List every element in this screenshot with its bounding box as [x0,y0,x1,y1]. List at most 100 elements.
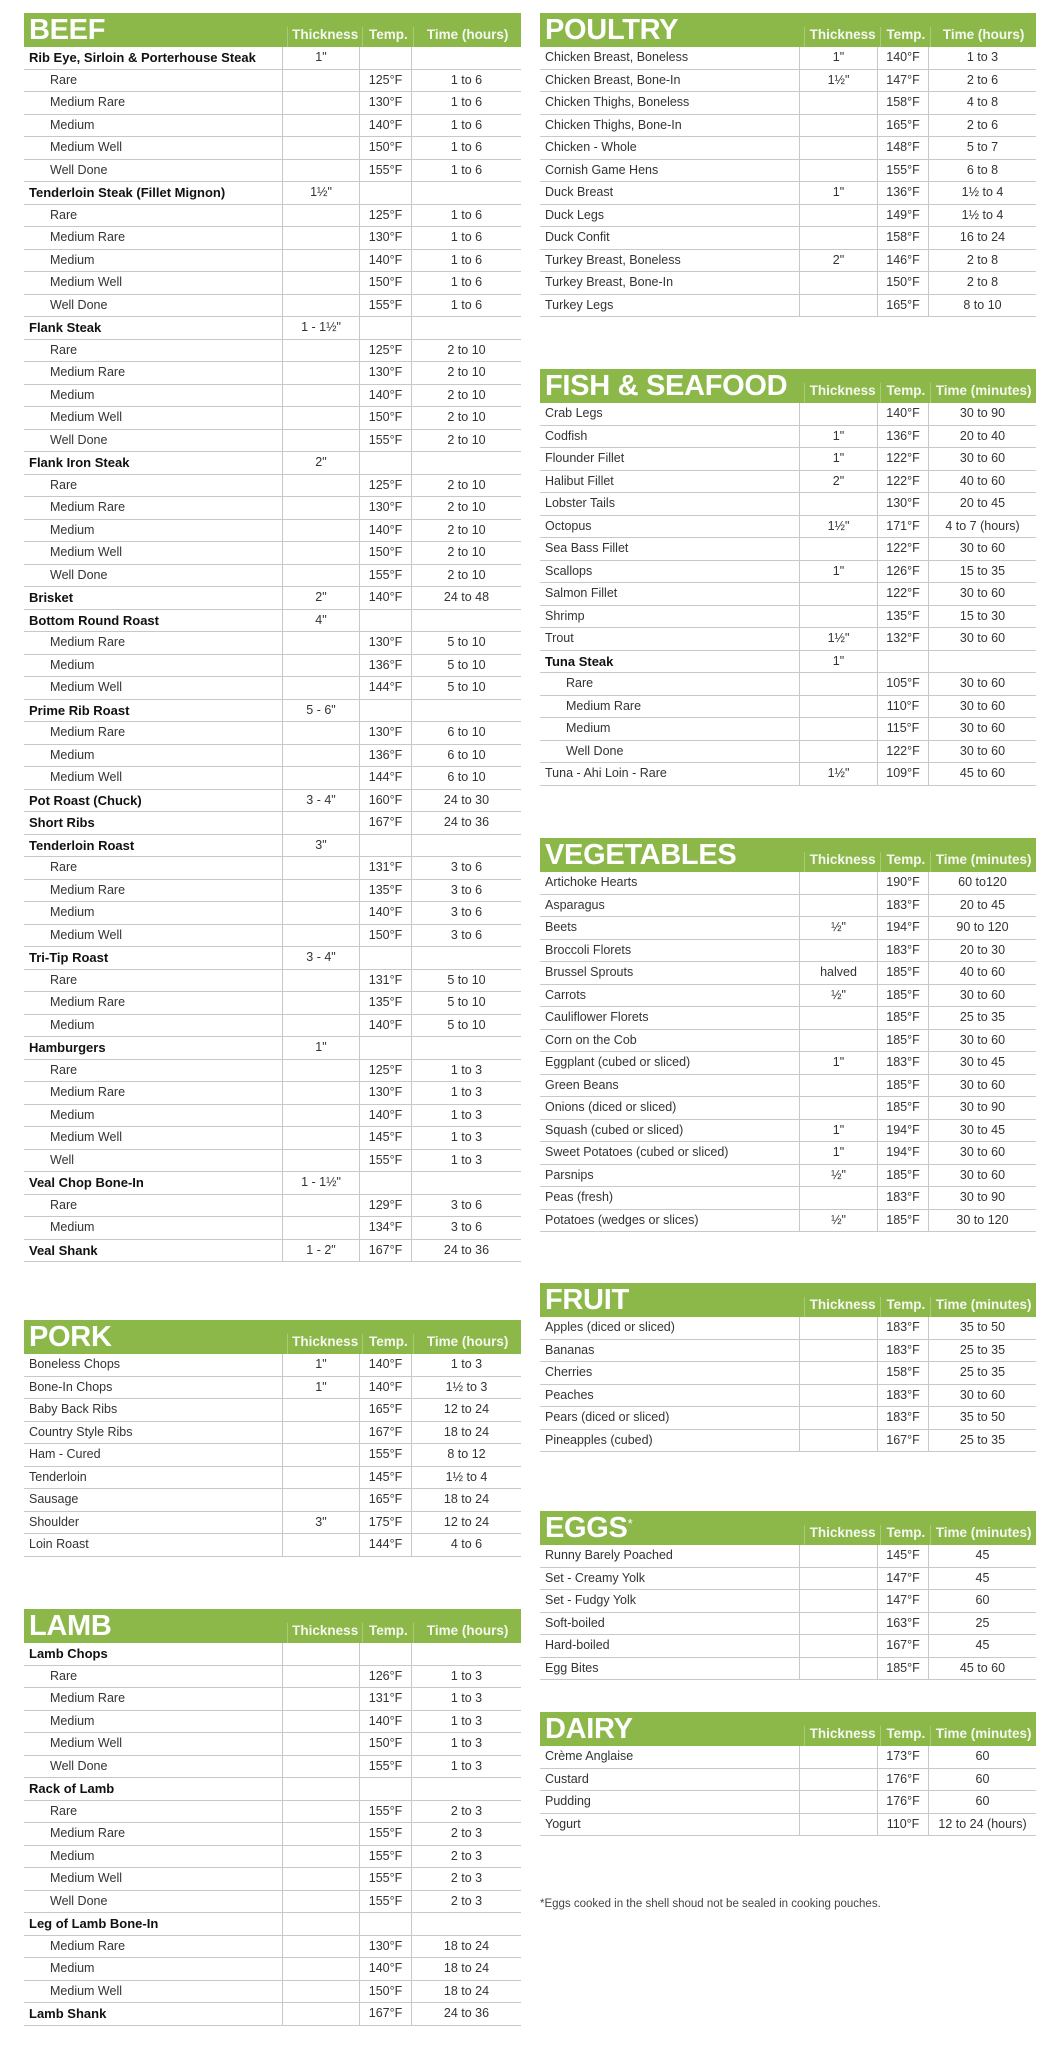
section-title-text: POULTRY [545,14,679,46]
time-cell: 18 to 24 [411,1421,521,1443]
food-name: Medium Well [50,1983,123,1998]
temp-header: Temp. [880,852,930,872]
table-row: Boneless Chops 1" 140°F 1 to 3 [24,1354,521,1377]
table-row: Medium 136°F 5 to 10 [24,654,521,677]
table-row: Well Done 155°F 1 to 6 [24,159,521,182]
thickness-cell: 1" [799,448,877,470]
table-row: Artichoke Hearts 190°F 60 to120 [540,872,1036,895]
thickness-cell [282,92,359,114]
thickness-cell [282,519,359,541]
time-cell: 1 to 3 [411,1733,521,1755]
food-name: Medium [50,1713,95,1728]
food-name: Medium Rare [566,698,642,713]
section-title: POULTRY [540,13,804,47]
food-name: Medium Rare [50,725,126,739]
thickness-cell [799,1029,877,1051]
thickness-cell [282,429,359,451]
temp-cell: 194°F [877,1142,928,1164]
thickness-header: Thickness [287,27,362,47]
thickness-cell [799,137,877,159]
food-name: Asparagus [545,897,605,912]
table-row: Trout 1½" 132°F 30 to 60 [540,628,1036,651]
temp-cell: 131°F [359,857,411,879]
temp-cell: 140°F [359,1710,411,1732]
food-name: Chicken Breast, Boneless [545,50,689,64]
time-cell: 1 to 6 [411,204,521,226]
time-cell: 30 to 45 [928,1052,1036,1074]
time-header: Time (minutes) [930,852,1036,872]
temp-header: Temp. [362,27,413,47]
temp-cell: 183°F [877,1317,928,1339]
thickness-cell [799,1407,877,1429]
thickness-cell [799,403,877,425]
table-row: Well 155°F 1 to 3 [24,1149,521,1172]
thickness-cell [799,1362,877,1384]
food-name: Medium [50,387,95,402]
food-name: Well Done [50,162,108,177]
table-row: Well Done 155°F 1 to 6 [24,294,521,317]
temp-cell: 165°F [359,1489,411,1511]
time-header: Time (minutes) [930,1297,1036,1317]
temp-cell: 165°F [359,1399,411,1421]
time-cell: 1 to 6 [411,69,521,91]
thickness-cell [282,294,359,316]
temp-cell: 134°F [359,1217,411,1239]
thickness-cell [799,1813,877,1835]
food-name: Chicken Thighs, Bone-In [545,117,682,132]
food-name: Crème Anglaise [545,1749,634,1763]
table-row: Carrots ½" 185°F 30 to 60 [540,984,1036,1007]
food-name: Bone-In Chops [29,1379,113,1394]
time-cell: 6 to 10 [411,722,521,744]
temp-cell: 150°F [359,924,411,946]
time-cell: 30 to 60 [928,740,1036,762]
food-name: Duck Confit [545,230,610,244]
thickness-cell [799,1612,877,1634]
temp-header: Temp. [362,1623,413,1643]
table-row: Rare 125°F 1 to 6 [24,69,521,92]
table-row: Medium Rare 135°F 3 to 6 [24,879,521,902]
temp-cell: 176°F [877,1791,928,1813]
time-header: Time (minutes) [930,383,1036,403]
thickness-cell [282,272,359,294]
table-row: Prime Rib Roast 5 - 6" [24,699,521,722]
table-row: Medium 140°F 1 to 3 [24,1710,521,1733]
food-name: Pudding [545,1794,591,1808]
table-row: Medium Well 150°F 2 to 10 [24,407,521,430]
thickness-cell [282,902,359,924]
table-row: Medium Well 150°F 1 to 3 [24,1733,521,1756]
time-cell: 2 to 3 [411,1890,521,1912]
time-cell: 2 to 10 [411,564,521,586]
section-title: DAIRY [540,1712,804,1746]
table-row: Medium Well 150°F 2 to 10 [24,542,521,565]
temp-cell: 171°F [877,515,928,537]
time-cell: 2 to 8 [928,272,1036,294]
table-row: Potatoes (wedges or slices) ½" 185°F 30 to … [540,1209,1036,1232]
time-cell: 15 to 35 [928,560,1036,582]
temp-cell: 140°F [359,902,411,924]
food-name: Short Ribs [29,815,95,830]
table-row: Rare 155°F 2 to 3 [24,1800,521,1823]
food-name: Rare [566,676,594,690]
table-row: Medium 140°F 3 to 6 [24,902,521,925]
section-header: VEGETABLES Thickness Temp. Time (minutes) [540,838,1036,872]
food-name: Pears (diced or sliced) [545,1410,670,1424]
table-row: Medium Rare 155°F 2 to 3 [24,1823,521,1846]
temp-cell: 183°F [877,1339,928,1361]
time-cell: 2 to 8 [928,249,1036,271]
temp-cell: 150°F [359,272,411,294]
thickness-cell [282,632,359,654]
thickness-cell [282,2003,359,2025]
table-row: Rare 125°F 2 to 10 [24,339,521,362]
time-cell: 30 to 60 [928,583,1036,605]
section-fruit: FRUIT Thickness Temp. Time (minutes) Apples … [540,1283,1036,1452]
thickness-cell: 3" [282,1511,359,1533]
table-row: Bone-In Chops 1" 140°F 1½ to 3 [24,1376,521,1399]
time-cell: 24 to 36 [411,2003,521,2025]
temp-cell [359,47,411,69]
temp-cell: 185°F [877,1657,928,1679]
thickness-cell [282,362,359,384]
thickness-cell: 1" [799,47,877,69]
thickness-cell [282,137,359,159]
time-cell: 60 [928,1791,1036,1813]
thickness-cell: 1 - 1½" [282,1172,359,1194]
